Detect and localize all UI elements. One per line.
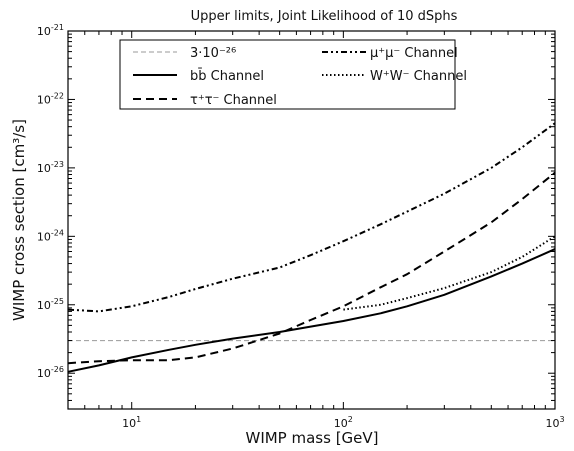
y-axis: 10-26 10-25 10-24 10-23 10-22 10-21 (37, 23, 555, 410)
y-tick-label: 10-25 (37, 297, 64, 312)
legend: 3·10⁻²⁶ bb̄ Channel τ⁺τ⁻ Channel μ⁺μ⁻ Ch… (119, 39, 467, 110)
x-axis-title: WIMP mass [GeV] (245, 429, 378, 447)
y-tick-label: 10-22 (37, 91, 64, 106)
legend-label-ww: W⁺W⁻ Channel (370, 69, 467, 84)
y-axis-title: WIMP cross section [cm³/s] (10, 119, 28, 321)
y-tick-label: 10-26 (37, 365, 64, 380)
legend-label-mumu: μ⁺μ⁻ Channel (370, 46, 458, 61)
y-tick-label: 10-21 (37, 23, 64, 38)
series-line-2 (67, 171, 556, 365)
x-tick-label: 103 (545, 415, 564, 430)
legend-label-bb: bb̄ Channel (190, 69, 264, 84)
chart-title: Upper limits, Joint Likelihood of 10 dSp… (191, 9, 458, 24)
series-layer (67, 122, 556, 373)
y-tick-label: 10-23 (37, 160, 64, 175)
x-axis: 101 102 103 (67, 31, 565, 430)
series-line-1 (67, 248, 556, 373)
plot-frame (67, 30, 556, 410)
legend-label-tautau: τ⁺τ⁻ Channel (190, 93, 277, 108)
series-line-3 (67, 122, 556, 313)
x-tick-label: 102 (334, 415, 353, 430)
legend-label-reference: 3·10⁻²⁶ (190, 46, 236, 61)
y-tick-label: 10-24 (37, 228, 64, 243)
x-tick-label: 101 (122, 415, 141, 430)
